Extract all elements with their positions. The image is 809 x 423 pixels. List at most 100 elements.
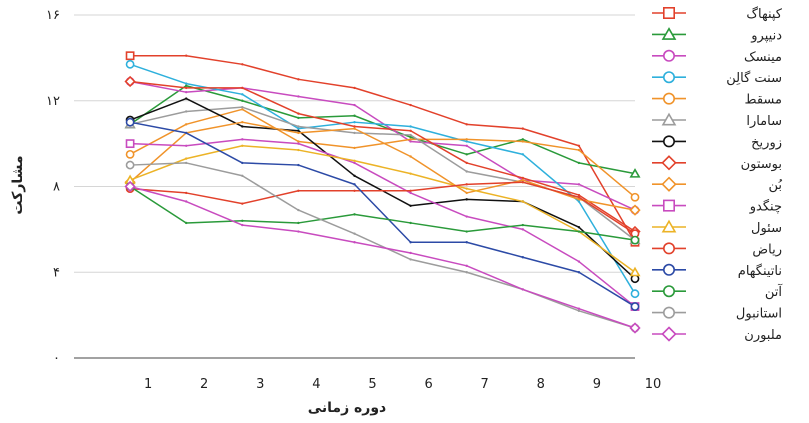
data-point bbox=[297, 163, 300, 167]
data-point bbox=[125, 160, 135, 170]
data-point bbox=[465, 230, 468, 233]
legend-item: سئول bbox=[652, 219, 782, 236]
legend-label: ریاض bbox=[752, 242, 782, 257]
data-point bbox=[409, 221, 412, 225]
data-point bbox=[577, 200, 581, 203]
data-point bbox=[465, 123, 468, 126]
legend: کپنهاگ دنیپرو مینسک سنت گالِن مسقط سامارا زوری… bbox=[652, 5, 783, 343]
data-point bbox=[630, 289, 640, 299]
data-point bbox=[521, 138, 524, 141]
grid-layer bbox=[74, 14, 635, 359]
legend-marker bbox=[662, 285, 675, 298]
data-point bbox=[353, 213, 356, 216]
legend-item: مسقط bbox=[652, 93, 782, 108]
data-point bbox=[409, 191, 412, 195]
series-line bbox=[129, 121, 636, 308]
data-point bbox=[353, 183, 356, 186]
data-point bbox=[297, 140, 300, 143]
x-tick-label: 10 bbox=[645, 377, 662, 392]
data-point bbox=[185, 157, 188, 160]
legend-item: آتن bbox=[652, 283, 783, 300]
data-point bbox=[521, 200, 524, 203]
data-point bbox=[185, 90, 188, 94]
data-point bbox=[630, 235, 640, 245]
legend-label: سامارا bbox=[746, 114, 782, 129]
data-point bbox=[465, 198, 468, 201]
data-point bbox=[577, 144, 581, 147]
legend-marker bbox=[662, 263, 675, 276]
data-point bbox=[521, 178, 524, 182]
y-tick-label: ۱۶ bbox=[46, 8, 60, 23]
legend-label: مینسک bbox=[744, 50, 782, 65]
data-point bbox=[297, 148, 300, 152]
legend-item: چنگدو bbox=[652, 199, 782, 215]
data-point bbox=[409, 258, 412, 261]
legend-marker bbox=[662, 92, 675, 105]
data-point bbox=[297, 221, 300, 225]
data-point bbox=[521, 288, 524, 291]
data-point bbox=[465, 153, 468, 156]
data-point bbox=[241, 174, 244, 177]
data-point bbox=[185, 84, 188, 87]
x-axis-title: دوره زمانی bbox=[308, 400, 387, 416]
legend-item: بُن bbox=[652, 176, 783, 193]
legend-label: ملبورن bbox=[744, 328, 782, 343]
data-point bbox=[185, 123, 188, 126]
data-point bbox=[521, 256, 524, 259]
data-point bbox=[185, 82, 188, 85]
legend-marker bbox=[661, 155, 677, 171]
series-line bbox=[130, 138, 636, 308]
data-point bbox=[297, 95, 300, 98]
data-point bbox=[577, 271, 581, 274]
data-point bbox=[125, 59, 135, 69]
legend-item: دنیپرو bbox=[652, 27, 782, 43]
legend-item: استانبول bbox=[652, 306, 782, 322]
axis-layer: ۰ ۴ ۸ ۱۲ ۱۶ 1 2 3 4 5 6 7 8 9 10 bbox=[46, 8, 661, 392]
data-point bbox=[577, 161, 581, 165]
data-point bbox=[185, 161, 188, 165]
data-point bbox=[629, 322, 641, 334]
x-tick-label: 4 bbox=[312, 377, 320, 392]
data-point bbox=[465, 183, 468, 186]
data-point bbox=[185, 97, 188, 100]
data-point bbox=[465, 138, 468, 141]
data-point bbox=[629, 168, 641, 178]
series-1 bbox=[125, 51, 640, 247]
data-point bbox=[185, 200, 188, 203]
data-point bbox=[577, 230, 581, 233]
data-point bbox=[241, 125, 244, 128]
x-tick-label: 5 bbox=[368, 377, 376, 392]
legend-marker bbox=[662, 49, 675, 62]
data-point bbox=[521, 153, 524, 156]
legend-marker bbox=[662, 242, 675, 255]
data-point bbox=[125, 149, 135, 159]
legend-label: بُن bbox=[768, 178, 783, 193]
data-point bbox=[409, 155, 412, 158]
data-point bbox=[465, 271, 468, 274]
y-tick-label: ۴ bbox=[53, 265, 60, 280]
data-point bbox=[241, 138, 244, 141]
data-point bbox=[297, 142, 300, 145]
legend-item: بوستون bbox=[652, 155, 782, 172]
data-point bbox=[297, 127, 300, 130]
data-point bbox=[353, 161, 356, 165]
series-2 bbox=[124, 84, 641, 178]
data-point bbox=[577, 260, 581, 263]
legend-label: کپنهاگ bbox=[746, 5, 782, 22]
legend-item: سامارا bbox=[652, 112, 782, 129]
series-5 bbox=[125, 108, 640, 202]
data-point bbox=[241, 223, 244, 227]
x-tick-label: 3 bbox=[256, 377, 264, 392]
data-point bbox=[630, 302, 640, 311]
legend-marker bbox=[661, 176, 677, 192]
data-point bbox=[577, 193, 581, 197]
legend-item: کپنهاگ bbox=[652, 5, 783, 22]
data-point bbox=[353, 241, 356, 244]
data-point bbox=[353, 120, 356, 124]
legend-label: مسقط bbox=[745, 93, 782, 108]
series-4 bbox=[125, 59, 640, 299]
data-point bbox=[185, 54, 188, 57]
data-point bbox=[297, 116, 300, 120]
data-point bbox=[630, 192, 640, 202]
